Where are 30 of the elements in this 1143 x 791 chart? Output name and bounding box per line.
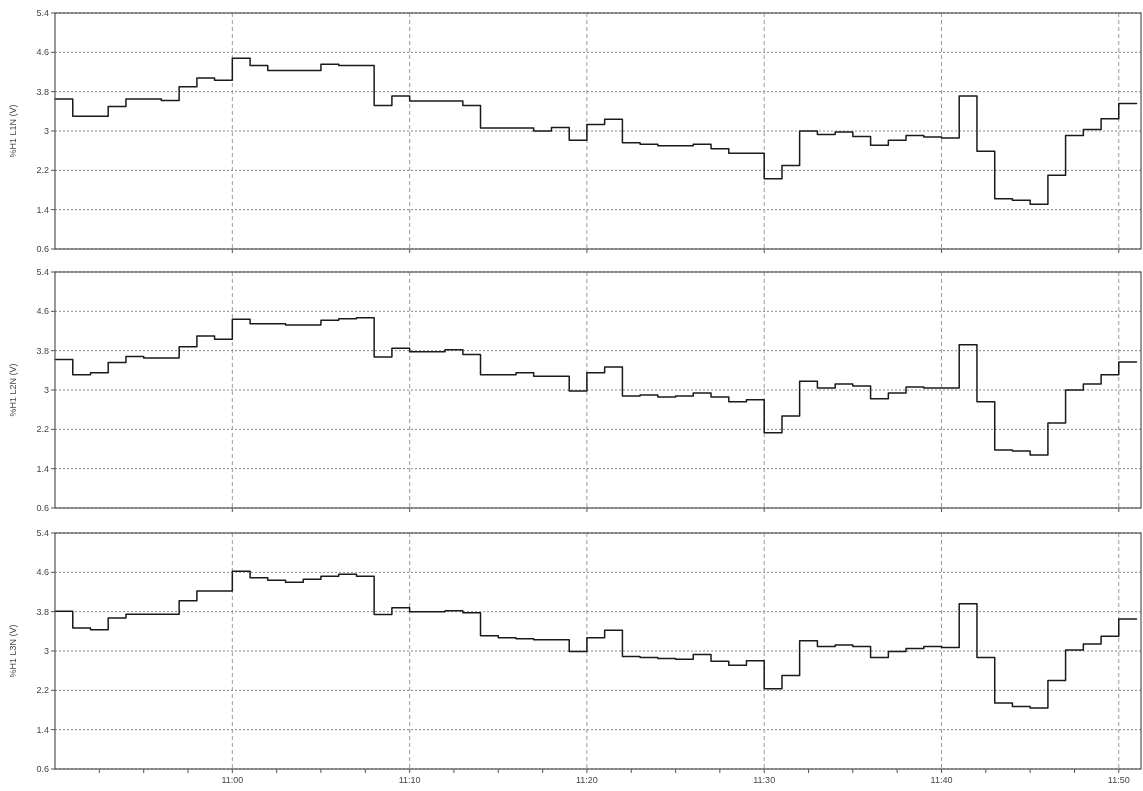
y-tick-label: 5.4 <box>36 266 49 277</box>
y-tick-label: 3.8 <box>36 606 49 617</box>
y-tick-label: 3.8 <box>36 86 49 97</box>
x-tick-label: 11:10 <box>398 775 421 785</box>
y-tick-label: 3 <box>43 645 49 656</box>
y-tick-label: 2.2 <box>36 685 49 696</box>
y-tick-label: 3 <box>43 384 49 395</box>
x-tick-label: 11:40 <box>930 775 953 785</box>
y-tick-label: 4.6 <box>36 567 49 578</box>
y-tick-label: 0.6 <box>36 243 49 254</box>
y-tick-label: 2.2 <box>36 424 49 435</box>
y-tick-label: 2.2 <box>36 165 49 176</box>
x-tick-label: 11:50 <box>1107 775 1130 785</box>
y-tick-label: 0.6 <box>36 502 49 513</box>
y-tick-label: 0.6 <box>36 763 49 774</box>
y-tick-label: 5.4 <box>36 527 49 538</box>
y-tick-label: 4.6 <box>36 306 49 317</box>
y-tick-label: 3 <box>43 125 49 136</box>
y-tick-label: 3.8 <box>36 345 49 356</box>
y-tick-label: 4.6 <box>36 47 49 58</box>
x-tick-label: 11:30 <box>753 775 776 785</box>
y-tick-label: 1.4 <box>36 463 49 474</box>
y-axis-title: %H1 L1N (V) <box>8 104 18 158</box>
y-tick-label: 5.4 <box>36 7 49 18</box>
y-axis-title: %H1 L2N (V) <box>8 363 18 417</box>
x-tick-label: 11:00 <box>221 775 244 785</box>
x-tick-label: 11:20 <box>575 775 598 785</box>
y-axis-title: %H1 L3N (V) <box>8 624 18 678</box>
y-tick-label: 1.4 <box>36 204 49 215</box>
y-tick-label: 1.4 <box>36 724 49 735</box>
